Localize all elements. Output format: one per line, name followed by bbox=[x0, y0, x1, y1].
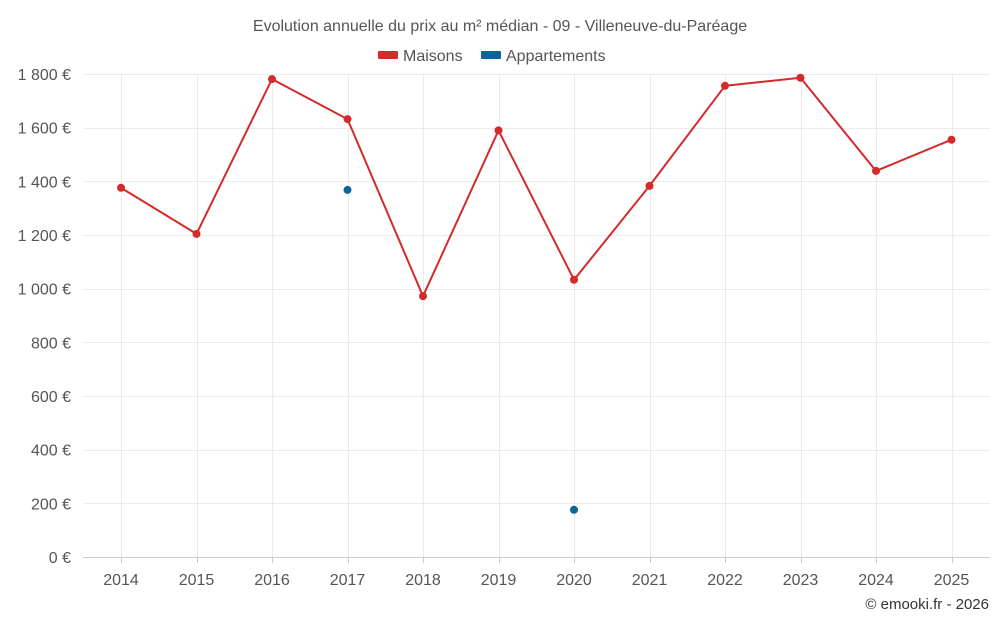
legend-label-maisons[interactable]: Maisons bbox=[403, 48, 463, 65]
x-tick-label: 2024 bbox=[858, 572, 894, 589]
y-gridlines bbox=[83, 74, 990, 504]
data-point-maisons[interactable] bbox=[192, 229, 201, 238]
data-point-maisons[interactable] bbox=[494, 126, 503, 135]
x-tick-label: 2014 bbox=[103, 572, 139, 589]
x-gridlines bbox=[121, 74, 953, 563]
y-tick-label: 0 € bbox=[49, 550, 71, 567]
data-point-maisons[interactable] bbox=[419, 292, 427, 301]
x-tick-label: 2017 bbox=[330, 572, 366, 589]
y-tick-label: 1 800 € bbox=[18, 67, 71, 84]
data-point-maisons[interactable] bbox=[343, 115, 352, 124]
x-tick-label: 2025 bbox=[934, 572, 970, 589]
data-point-appartements[interactable] bbox=[343, 185, 352, 194]
data-point-appartements[interactable] bbox=[570, 505, 578, 514]
x-tick-label: 2020 bbox=[556, 572, 592, 589]
legend-swatch-appartements[interactable] bbox=[481, 51, 501, 59]
data-point-maisons[interactable] bbox=[796, 73, 805, 82]
x-axis-tick-labels: 2014 2015 2016 2017 2018 2019 2020 2021 2022 2023… bbox=[103, 572, 969, 589]
x-tick-label: 2018 bbox=[405, 572, 441, 589]
data-point-maisons[interactable] bbox=[947, 135, 956, 144]
series-appartements bbox=[343, 185, 578, 514]
y-tick-label: 200 € bbox=[31, 496, 71, 513]
data-point-maisons[interactable] bbox=[268, 75, 276, 84]
data-point-maisons[interactable] bbox=[872, 166, 880, 175]
credit-text: © emooki.fr - 2026 bbox=[865, 596, 989, 613]
legend-swatch-maisons[interactable] bbox=[378, 51, 398, 59]
series-maisons bbox=[117, 73, 956, 301]
x-tick-label: 2019 bbox=[481, 572, 517, 589]
y-tick-label: 800 € bbox=[31, 335, 71, 352]
legend: Maisons Appartements bbox=[378, 48, 606, 65]
series-line-maisons bbox=[120, 76, 952, 298]
y-tick-label: 1 600 € bbox=[18, 121, 71, 138]
chart-title: Evolution annuelle du prix au m² médian … bbox=[253, 18, 747, 35]
series bbox=[117, 73, 956, 514]
y-tick-label: 600 € bbox=[31, 389, 71, 406]
data-point-maisons[interactable] bbox=[645, 181, 654, 190]
y-tick-label: 1 200 € bbox=[18, 228, 71, 245]
data-point-maisons[interactable] bbox=[721, 81, 729, 90]
legend-label-appartements[interactable]: Appartements bbox=[506, 48, 606, 65]
x-tick-label: 2023 bbox=[783, 572, 819, 589]
y-tick-label: 1 400 € bbox=[18, 174, 71, 191]
x-tick-label: 2021 bbox=[632, 572, 668, 589]
data-point-maisons[interactable] bbox=[570, 275, 578, 284]
data-point-maisons[interactable] bbox=[117, 183, 125, 192]
y-tick-label: 1 000 € bbox=[18, 282, 71, 299]
x-tick-label: 2016 bbox=[254, 572, 290, 589]
y-tick-label: 400 € bbox=[31, 443, 71, 460]
x-tick-label: 2015 bbox=[179, 572, 215, 589]
y-axis-tick-labels: 0 € 200 € 400 € 600 € 800 € 1 000 € 1 200 € 1 4… bbox=[18, 67, 71, 567]
x-tick-label: 2022 bbox=[707, 572, 743, 589]
